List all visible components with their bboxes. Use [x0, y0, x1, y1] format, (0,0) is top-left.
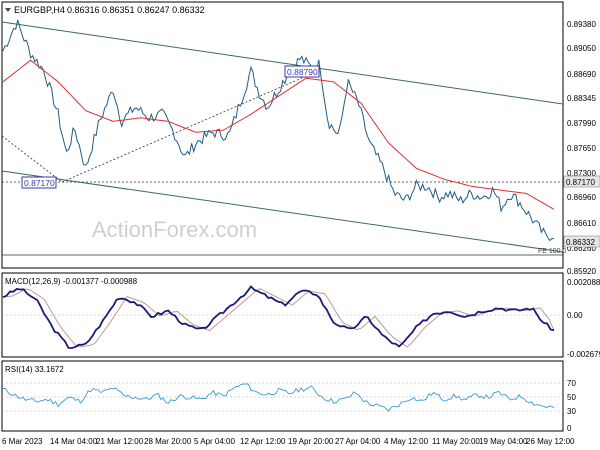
price-tick-label: 0.86610	[567, 219, 596, 228]
time-tick-label: 5 Apr 04:00	[194, 437, 235, 446]
lower-channel-line	[1, 170, 564, 253]
time-tick-label: 4 May 12:00	[384, 437, 429, 446]
time-axis: 6 Mar 2023 14 Mar 04:00 21 Mar 12:00 28 …	[2, 437, 575, 446]
rsi-tick-label: 0	[567, 424, 572, 433]
price-series-line	[2, 19, 555, 242]
price-axis: 0.89380 0.89050 0.88690 0.88345 0.87990 …	[563, 20, 600, 276]
time-tick-label: 19 May 04:00	[479, 437, 528, 446]
macd-signal-line	[3, 288, 555, 348]
time-tick-label: 12 Apr 12:00	[240, 437, 286, 446]
macd-tick-label: 0.002088	[567, 278, 600, 287]
dropdown-arrow-icon[interactable]	[5, 8, 11, 12]
rsi-tick-label: 30	[567, 407, 576, 416]
moving-average-line	[2, 59, 555, 210]
rsi-line	[3, 383, 555, 412]
price-tick-label: 0.89380	[567, 20, 596, 29]
time-tick-label: 14 Mar 04:00	[50, 437, 98, 446]
price-tick-label: 0.86260	[567, 244, 596, 253]
symbol-label: EURGBP,H4	[14, 5, 65, 15]
rsi-tick-label: 50	[567, 393, 576, 402]
current-price-box	[563, 235, 600, 248]
low-level-label: 0.87170	[24, 178, 55, 188]
time-tick-label: 11 May 20:00	[432, 437, 480, 446]
current-price-label: 0.86332	[566, 238, 595, 247]
fe-label: FE 100.0	[538, 248, 567, 255]
price-tick-label: 0.88690	[567, 70, 596, 79]
time-tick-label: 6 Mar 2023	[2, 437, 43, 446]
high-level-box	[284, 65, 320, 78]
time-tick-label: 19 Apr 20:00	[288, 437, 334, 446]
rsi-panel-frame	[1, 360, 564, 432]
level-marker-box	[563, 175, 600, 188]
macd-tick-label: 0.00	[567, 311, 583, 320]
price-tick-label: 0.86960	[567, 193, 596, 202]
macd-main-line	[2, 285, 555, 349]
time-tick-label: 27 Apr 04:00	[335, 437, 381, 446]
price-tick-label: 0.87650	[567, 144, 596, 153]
high-level-label: 0.88790	[287, 67, 318, 77]
projection-dotted-line-2	[61, 70, 319, 183]
rsi-tick-label: 70	[567, 379, 576, 388]
time-tick-label: 28 Mar 20:00	[144, 437, 192, 446]
macd-title: MACD(12,26,9) -0.001377 -0.000988	[5, 277, 138, 286]
watermark: ActionForex.com	[92, 217, 257, 242]
upper-channel-line	[1, 21, 564, 105]
time-tick-label: 26 May 12:00	[526, 437, 575, 446]
price-tick-label: 0.87300	[567, 169, 596, 178]
price-tick-label: 0.87990	[567, 119, 596, 128]
projection-dotted-line-1	[1, 135, 63, 183]
time-tick-label: 21 Mar 12:00	[96, 437, 144, 446]
macd-tick-label: -0.002679	[567, 350, 600, 359]
price-tick-label: 0.85920	[567, 267, 596, 276]
rsi-title: RSI(14) 33.1672	[5, 365, 64, 374]
price-tick-label: 0.89050	[567, 44, 596, 53]
price-panel-frame	[1, 1, 564, 269]
ohlc-values: 0.86316 0.86351 0.86247 0.86332	[67, 5, 205, 15]
price-tick-label: 0.88345	[567, 94, 596, 103]
low-level-box	[21, 176, 57, 189]
level-marker-label: 0.87170	[566, 178, 595, 187]
